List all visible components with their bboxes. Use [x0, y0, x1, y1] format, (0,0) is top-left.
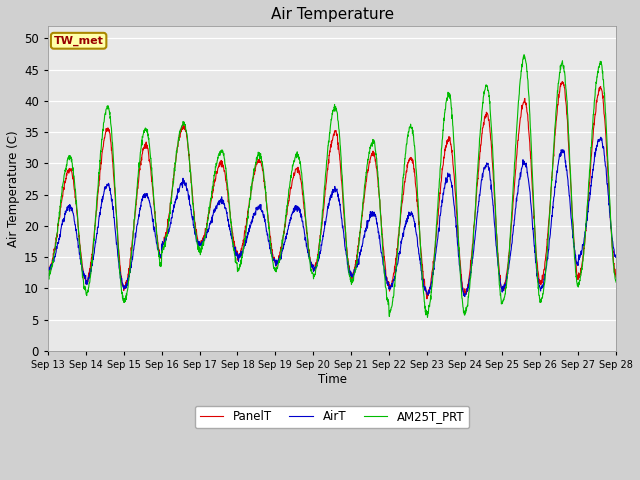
AirT — [612, 252, 620, 258]
AM25T_PRT — [579, 264, 586, 270]
AirT — [203, 232, 211, 238]
Title: Air Temperature: Air Temperature — [271, 7, 394, 22]
Y-axis label: Air Temperature (C): Air Temperature (C) — [7, 130, 20, 247]
AM25T_PRT — [424, 314, 431, 320]
PanelT — [497, 285, 505, 291]
Legend: PanelT, AirT, AM25T_PRT: PanelT, AirT, AM25T_PRT — [195, 406, 469, 428]
AirT — [349, 273, 356, 279]
Line: AirT: AirT — [48, 137, 616, 297]
AirT — [578, 248, 586, 253]
AirT — [44, 265, 52, 271]
AirT — [497, 285, 505, 291]
PanelT — [349, 275, 356, 280]
X-axis label: Time: Time — [317, 372, 347, 385]
PanelT — [612, 275, 620, 280]
Text: TW_met: TW_met — [54, 36, 104, 46]
AM25T_PRT — [349, 280, 356, 286]
PanelT — [563, 103, 570, 109]
PanelT — [579, 260, 586, 265]
AirT — [563, 163, 570, 169]
AM25T_PRT — [612, 279, 620, 285]
AirT — [597, 134, 605, 140]
Line: PanelT: PanelT — [48, 82, 616, 299]
PanelT — [44, 264, 52, 270]
AM25T_PRT — [44, 274, 52, 279]
AM25T_PRT — [497, 301, 505, 307]
PanelT — [423, 296, 431, 302]
AM25T_PRT — [203, 225, 211, 231]
AM25T_PRT — [563, 91, 570, 96]
AirT — [461, 294, 468, 300]
AM25T_PRT — [520, 52, 528, 58]
Line: AM25T_PRT: AM25T_PRT — [48, 55, 616, 317]
PanelT — [361, 189, 369, 195]
PanelT — [203, 227, 211, 232]
AirT — [361, 230, 369, 236]
PanelT — [558, 79, 566, 84]
AM25T_PRT — [361, 181, 369, 187]
